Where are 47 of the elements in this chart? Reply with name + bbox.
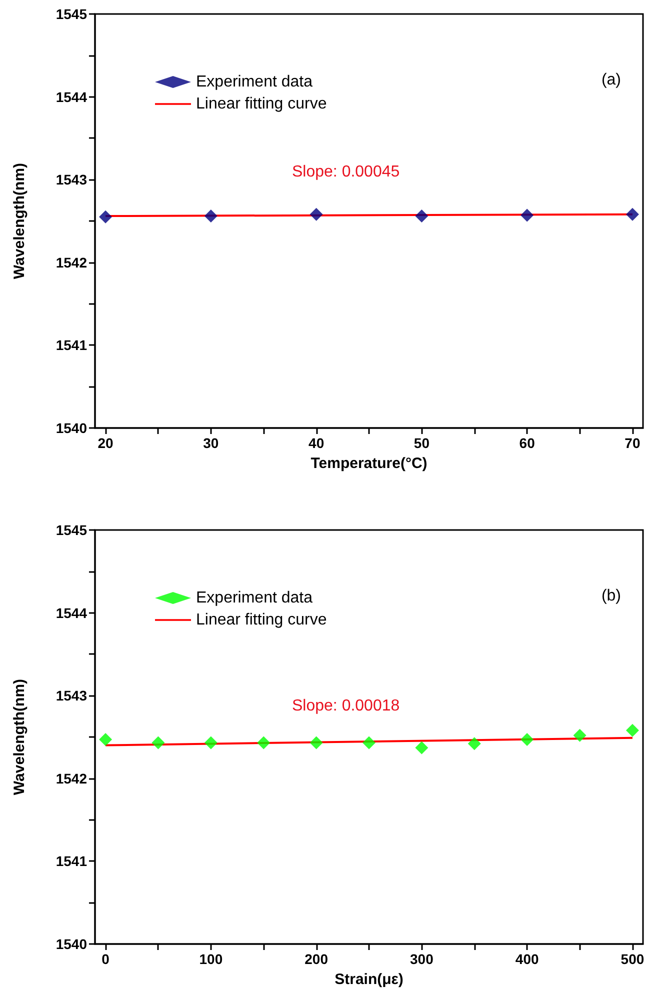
annotation: Slope: 0.00045 (292, 164, 400, 180)
y-tick-label: 1543 (56, 688, 88, 704)
legend-label: Experiment data (196, 590, 313, 606)
point (415, 741, 428, 754)
y-axis-title: Wavelength(nm) (11, 678, 28, 796)
x-tick-label: 200 (304, 951, 328, 967)
y-tick-label: 1541 (56, 853, 88, 870)
point (310, 736, 323, 750)
y-tick-label: 1543 (56, 172, 88, 188)
x-tick-label: 70 (624, 435, 640, 451)
y-tick-label: 1541 (56, 337, 88, 354)
x-tick-label: 60 (519, 435, 536, 451)
x-tick-label: 30 (203, 435, 219, 451)
point (204, 736, 218, 750)
y-axis-title: Wavelength(nm) (11, 162, 28, 280)
x-tick-label: 100 (199, 951, 223, 967)
legend-label: Linear fitting curve (196, 96, 327, 112)
y-tick-label: 1540 (56, 936, 88, 952)
point (152, 736, 165, 750)
x-tick-label: 500 (620, 951, 644, 967)
annotation: (a) (601, 72, 622, 88)
annotation: Slope: 0.00018 (292, 698, 400, 714)
point (626, 724, 639, 737)
legend-label: Experiment data (196, 74, 313, 90)
x-tick-label: 300 (410, 951, 434, 967)
point (520, 732, 534, 746)
y-tick-label: 1545 (56, 522, 88, 538)
point (257, 736, 270, 750)
annotation: (b) (601, 588, 622, 604)
point (362, 736, 376, 750)
y-tick-label: 1540 (56, 420, 88, 436)
x-tick-label: 0 (102, 951, 110, 967)
x-axis-title: Strain(με) (334, 971, 404, 988)
x-tick-label: 20 (98, 435, 114, 451)
x-tick-label: 400 (515, 951, 539, 967)
y-tick-label: 1542 (56, 770, 88, 786)
x-axis-title: Temperature(°C) (310, 455, 428, 472)
point (468, 737, 481, 750)
point (99, 732, 112, 746)
x-tick-label: 40 (308, 435, 324, 451)
y-tick-label: 1545 (56, 6, 88, 22)
y-tick-label: 1542 (56, 254, 88, 270)
point (573, 728, 586, 742)
y-tick-label: 1544 (56, 88, 88, 105)
x-tick-label: 50 (414, 435, 430, 451)
y-tick-label: 1544 (56, 604, 88, 621)
legend-label: Linear fitting curve (196, 612, 327, 628)
